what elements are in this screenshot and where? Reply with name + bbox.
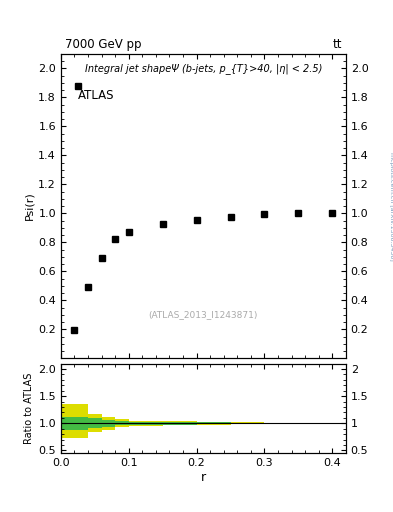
Text: Integral jet shapeΨ (b-jets, p_{T}>40, |η| < 2.5): Integral jet shapeΨ (b-jets, p_{T}>40, |… xyxy=(84,63,322,74)
X-axis label: r: r xyxy=(201,471,206,484)
Text: (ATLAS_2013_I1243871): (ATLAS_2013_I1243871) xyxy=(149,310,258,319)
Y-axis label: Ratio to ATLAS: Ratio to ATLAS xyxy=(24,373,34,444)
Y-axis label: Psi(r): Psi(r) xyxy=(24,191,34,221)
Text: tt: tt xyxy=(332,38,342,51)
Text: mcplots.cern.ch [arXiv:1306.3436]: mcplots.cern.ch [arXiv:1306.3436] xyxy=(389,152,393,261)
Text: 7000 GeV pp: 7000 GeV pp xyxy=(65,38,141,51)
Text: ATLAS: ATLAS xyxy=(78,89,114,102)
